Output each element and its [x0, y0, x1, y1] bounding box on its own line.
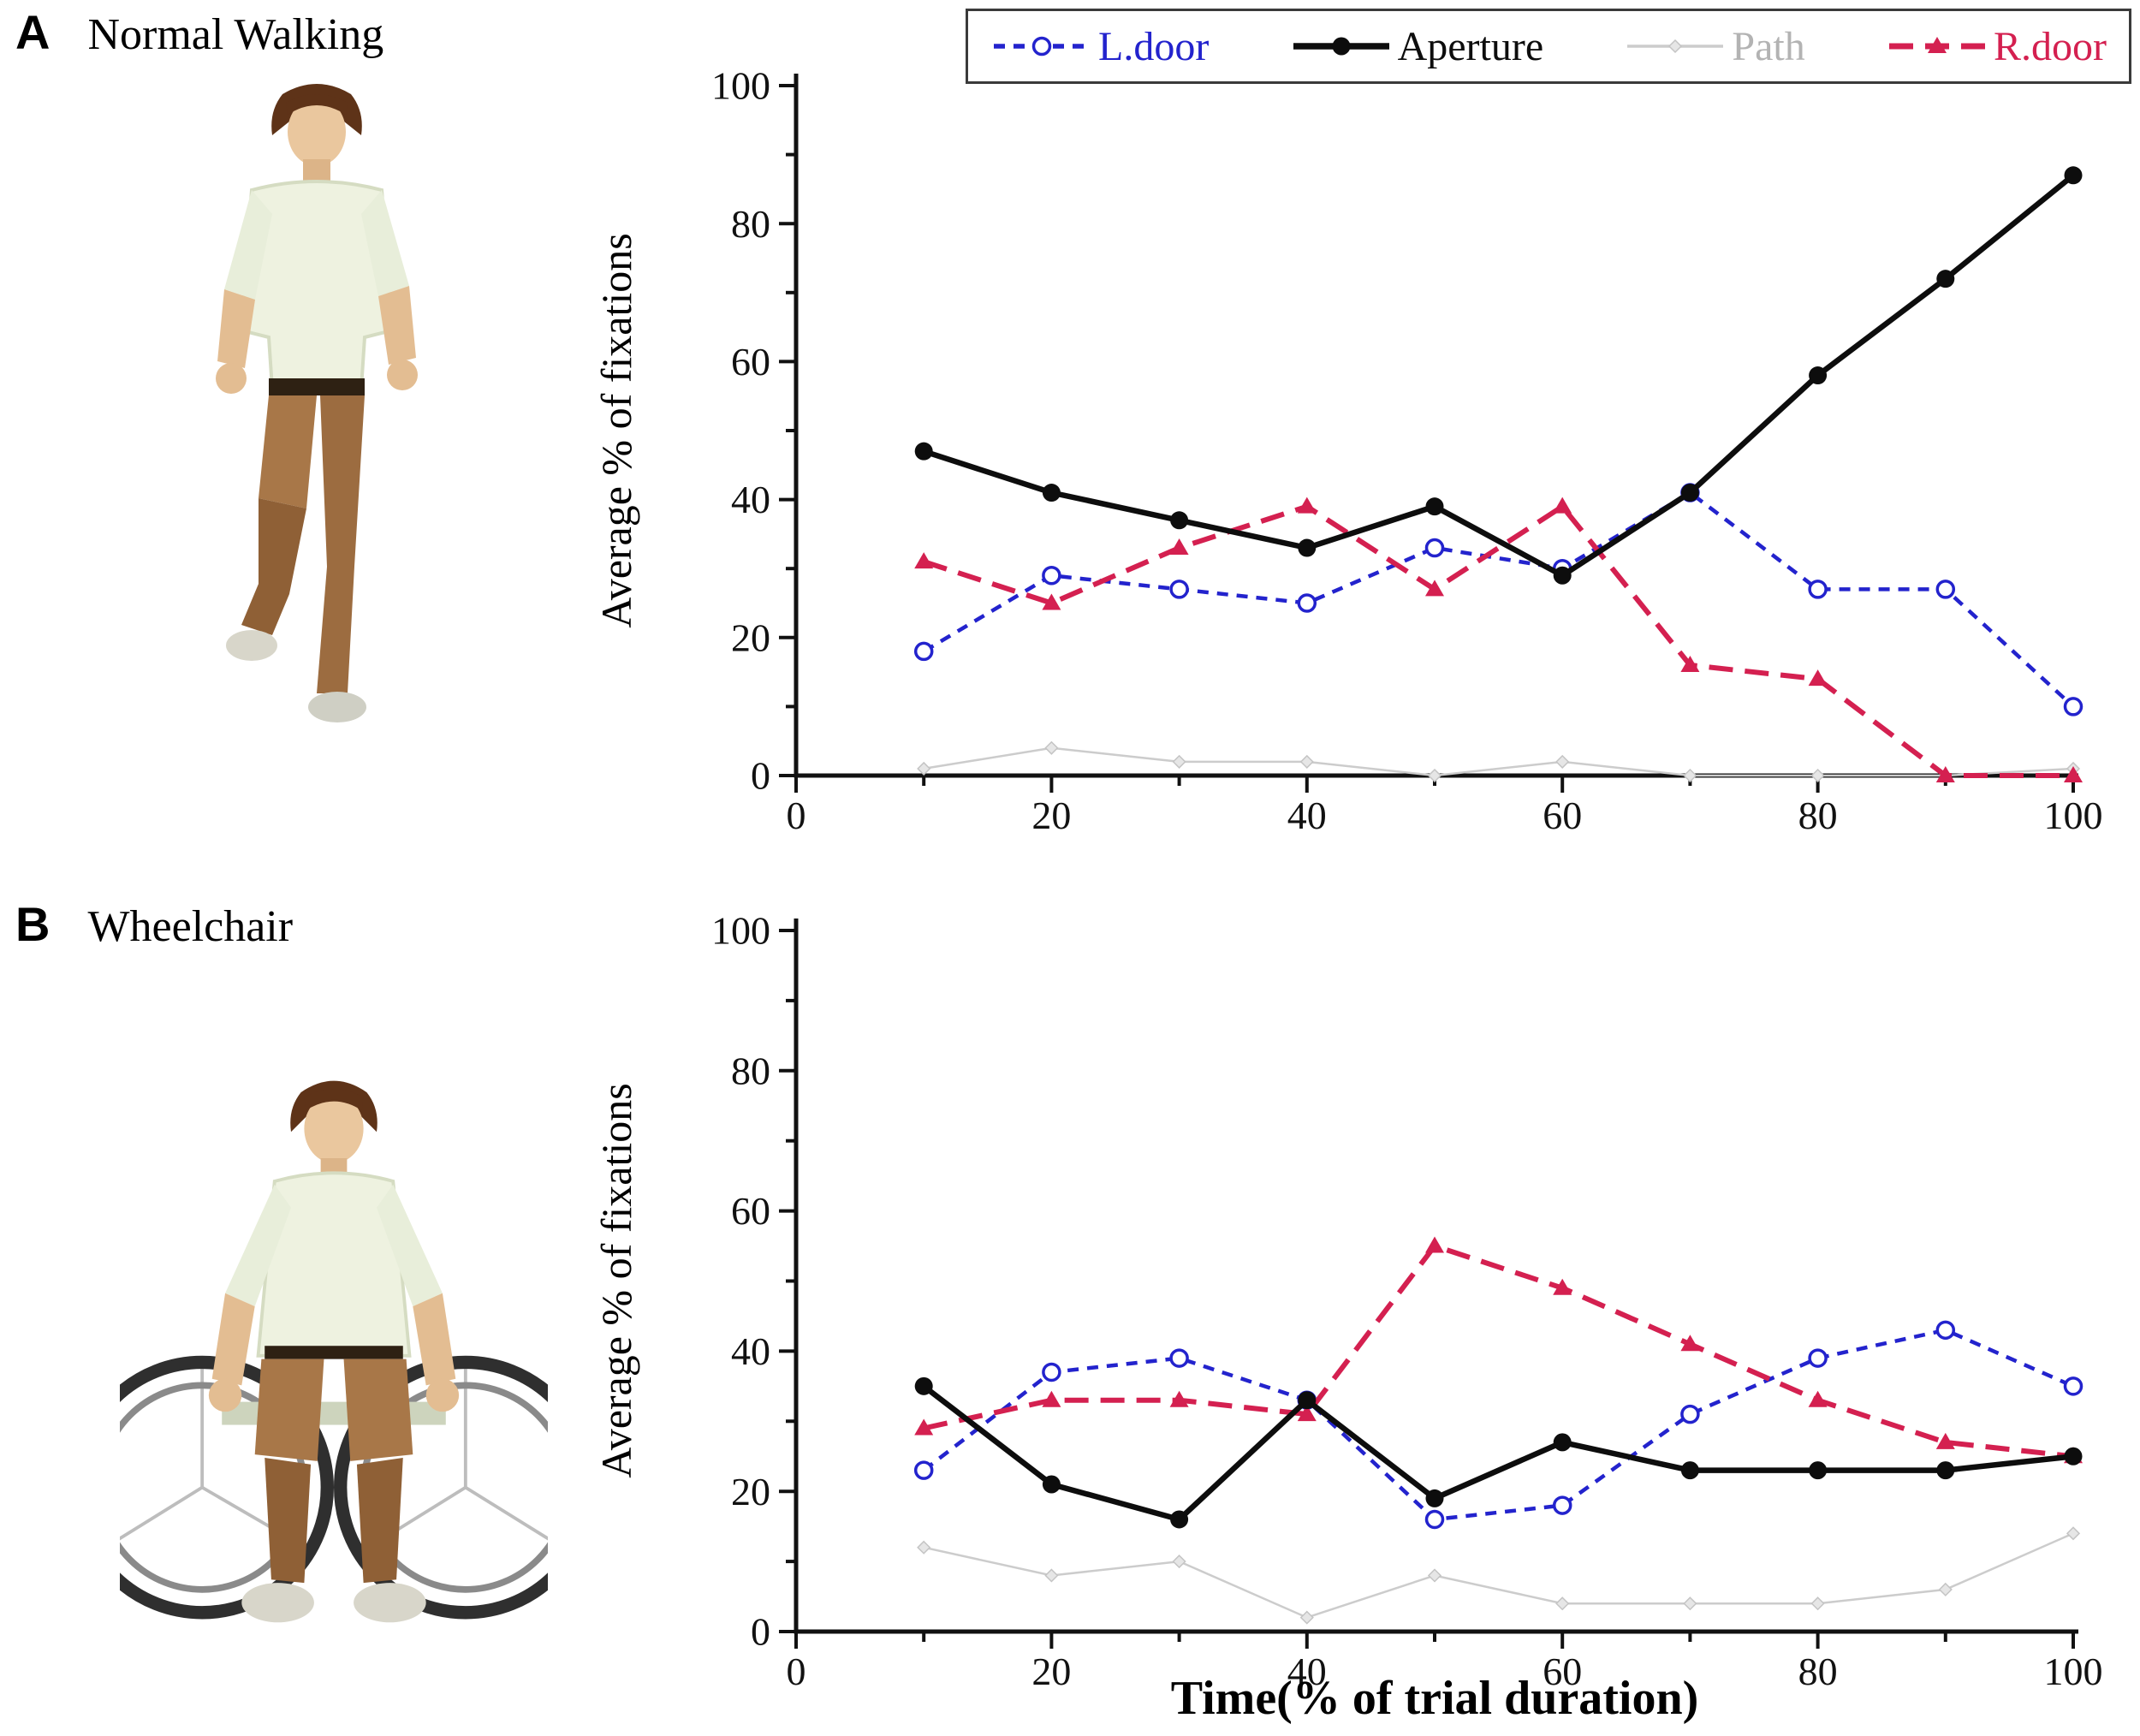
markers-Aperture	[914, 166, 2083, 585]
markers-R.door	[914, 496, 2083, 782]
svg-text:20: 20	[731, 615, 770, 659]
svg-text:20: 20	[1031, 1650, 1071, 1693]
svg-text:100: 100	[2044, 1650, 2103, 1693]
axis-ticks	[779, 84, 2075, 793]
legend-line-sample-icon	[994, 36, 1090, 56]
y-axis-label-a: Average % of fixations	[592, 233, 640, 628]
panel-a-header: A Normal Walking	[15, 9, 383, 57]
svg-text:40: 40	[1287, 794, 1327, 837]
legend-line-sample-icon	[1627, 39, 1724, 54]
chart-panel-a: 0 20 40 60 80 100 0 20 40 60 80 100	[711, 64, 2103, 837]
panel-a-letter: A	[15, 5, 51, 59]
svg-text:60: 60	[1543, 1650, 1582, 1693]
markers-Aperture	[914, 1376, 2083, 1529]
svg-text:20: 20	[731, 1470, 770, 1513]
series-L.door	[922, 1328, 2074, 1522]
legend-label: L.door	[1098, 23, 1210, 69]
svg-text:0: 0	[787, 1650, 806, 1693]
chart-legend: L.door Aperture Path R.door	[966, 9, 2131, 84]
panel-a-title: Normal Walking	[87, 10, 384, 59]
legend-line-sample-icon	[1888, 37, 1985, 53]
series-Aperture	[923, 173, 2076, 580]
svg-text:100: 100	[711, 64, 770, 108]
svg-text:80: 80	[731, 1049, 770, 1092]
axes	[794, 74, 2078, 778]
walking-person-image	[216, 84, 418, 722]
svg-text:40: 40	[731, 1329, 770, 1373]
markers-Path	[917, 1526, 2081, 1625]
svg-text:40: 40	[731, 478, 770, 521]
series-Aperture	[922, 1383, 2074, 1523]
chart-panel-b: 0 20 40 60 80 100 0 20 40 60 80 100	[711, 909, 2103, 1693]
legend-label: Aperture	[1397, 23, 1544, 69]
svg-text:20: 20	[1031, 794, 1071, 837]
legend-label: R.door	[1993, 23, 2107, 69]
svg-text:40: 40	[1287, 1650, 1327, 1693]
wheelchair-person-image	[120, 1080, 548, 1623]
markers-L.door	[913, 483, 2084, 716]
series-Path	[924, 746, 2074, 777]
svg-text:80: 80	[1798, 1650, 1838, 1693]
panel-b-title: Wheelchair	[87, 902, 294, 951]
legend-item-R.door: R.door	[1886, 23, 2107, 70]
x-axis-label: Time(% of trial duration)	[1170, 1672, 1699, 1725]
markers-R.door	[914, 1236, 2083, 1464]
svg-text:60: 60	[1543, 794, 1582, 837]
legend-item-Path: Path	[1624, 23, 1805, 70]
svg-text:60: 60	[731, 1189, 770, 1233]
svg-text:100: 100	[2044, 794, 2103, 837]
axis-tick-labels: 0 20 40 60 80 100 0 20 40 60 80 100	[711, 64, 2103, 837]
svg-text:60: 60	[731, 340, 770, 383]
legend-line-sample-icon	[1293, 37, 1389, 56]
series-Path	[923, 1532, 2074, 1619]
axis-ticks	[779, 929, 2075, 1649]
svg-text:100: 100	[711, 909, 770, 953]
series-R.door	[923, 502, 2073, 778]
series-R.door	[923, 1242, 2074, 1460]
series-L.door	[923, 490, 2075, 709]
legend-item-L.door: L.door	[990, 23, 1209, 70]
legend-item-Aperture: Aperture	[1290, 23, 1544, 70]
svg-text:80: 80	[1798, 794, 1838, 837]
svg-text:0: 0	[787, 794, 806, 837]
legend-label: Path	[1732, 23, 1805, 69]
axis-tick-labels: 0 20 40 60 80 100 0 20 40 60 80 100	[711, 909, 2103, 1693]
svg-text:0: 0	[751, 754, 770, 798]
panel-b-header: B Wheelchair	[15, 901, 293, 949]
y-axis-label-b: Average % of fixations	[592, 1083, 640, 1478]
panel-b-letter: B	[15, 897, 51, 951]
svg-text:80: 80	[731, 202, 770, 246]
svg-text:0: 0	[751, 1610, 770, 1654]
